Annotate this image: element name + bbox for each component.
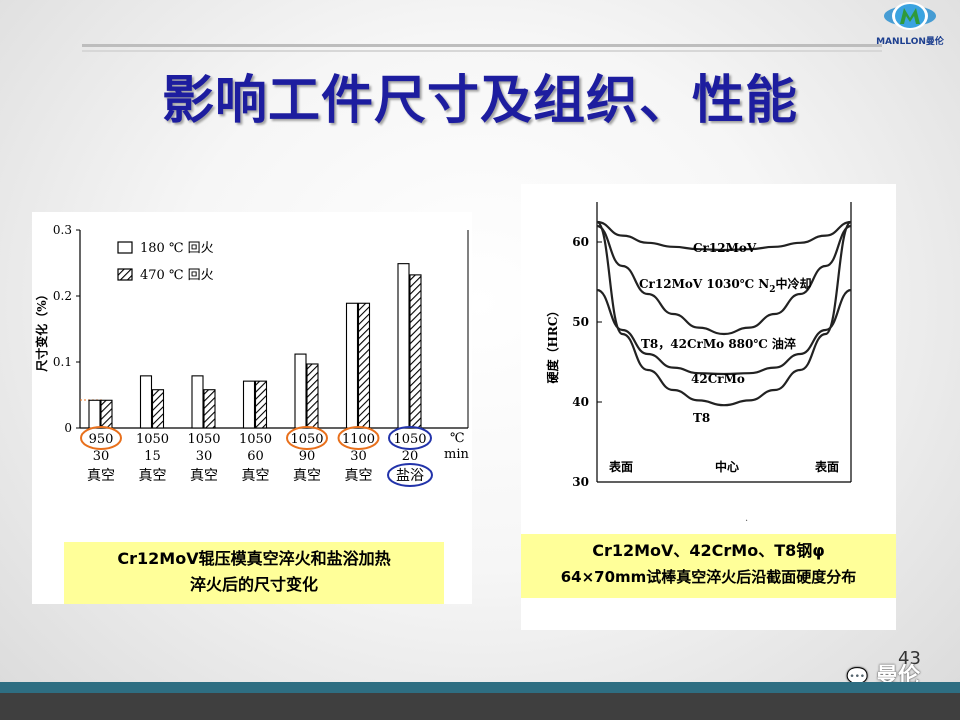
bar-470-6: [409, 274, 422, 429]
label-cr12mov-n2-sub: 2: [769, 285, 775, 295]
bar-180-3: [242, 380, 256, 429]
page-number: 43: [898, 648, 921, 669]
legend-swatch-180: [117, 241, 133, 254]
highlight-circle-blue: [388, 426, 432, 450]
x-label-temp: 1050: [393, 432, 426, 447]
highlight-circle-orange: [286, 426, 328, 450]
label-t8: T8: [693, 411, 710, 425]
bar-470-4: [306, 363, 319, 429]
bar-470-5: [357, 302, 371, 429]
x-label-medium: 真空: [293, 468, 321, 484]
y-tick-label: 0: [64, 421, 72, 435]
y-tick-label: 0.1: [53, 355, 72, 369]
bar-470-3: [254, 380, 268, 429]
curve-series-0: [596, 220, 852, 252]
x-label-time: 90: [299, 449, 316, 464]
right-caption-line2: 64×70mm试棒真空淬火后沿截面硬度分布: [560, 568, 857, 586]
curve-series-3: [596, 220, 852, 407]
x-label-temp: 950: [89, 432, 114, 447]
x-label-temp: 1050: [136, 432, 169, 447]
bar-180-0: [88, 399, 101, 429]
label-cr12mov-n2-tail: 中冷却: [776, 276, 812, 291]
left-caption: Cr12MoV辊压模真空淬火和盐浴加热 淬火后的尺寸变化: [64, 542, 444, 604]
x-label-time: 30: [350, 449, 367, 464]
header-rule-secondary: [82, 50, 882, 52]
stray-mark: ·: [745, 516, 748, 527]
left-caption-line2: 淬火后的尺寸变化: [189, 575, 318, 594]
bar-180-4: [294, 353, 307, 429]
bar-470-0: [100, 399, 113, 429]
x-label-time: 30: [93, 449, 110, 464]
label-cr12mov-n2-main: Cr12MoV 1030℃ N: [639, 277, 769, 291]
curve-series-2: [596, 288, 852, 376]
label-t8-42crmo: T8，42CrMo 880℃ 油淬: [641, 336, 796, 351]
x-label-medium: 真空: [242, 468, 270, 484]
highlight-circle-orange: [337, 426, 380, 450]
x-label: 表面: [608, 459, 633, 474]
slide-title: 影响工件尺寸及组织、性能: [161, 70, 798, 131]
x-label-temp: 1050: [239, 432, 272, 447]
x-label: 表面: [814, 459, 839, 474]
bar-470-1: [151, 389, 165, 429]
y-tick-label: 30: [572, 475, 589, 489]
curve-series-1: [596, 224, 852, 336]
bar-180-6: [397, 263, 410, 429]
left-caption-line1: Cr12MoV辊压模真空淬火和盐浴加热: [117, 549, 391, 568]
x-label-medium: 真空: [190, 468, 218, 484]
y-axis-label: 硬度（HRC）: [545, 305, 560, 384]
highlight-circle-orange: [80, 426, 122, 450]
x-label-time: 60: [247, 449, 264, 464]
y-tick-label: 50: [572, 315, 589, 329]
right-figure-panel: 硬度（HRC） 30 40 50 60 表面 中心 表面 Cr12MoV Cr12MoV …: [521, 184, 896, 630]
y-tick-label: 0.2: [53, 289, 72, 303]
right-caption: Cr12MoV、42CrMo、T8钢φ 64×70mm试棒真空淬火后沿截面硬度分…: [521, 534, 896, 598]
y-tick-label: 0.3: [53, 223, 72, 237]
legend-label-180: 180 ℃ 回火: [140, 241, 214, 256]
y-tick-label: 40: [572, 395, 589, 409]
unit-time-label: min: [444, 447, 469, 462]
x-label-time: 20: [402, 449, 419, 464]
unit-temp-label: ℃: [450, 431, 465, 446]
hardness-distribution-chart: 硬度（HRC） 30 40 50 60 表面 中心 表面 Cr12MoV Cr12MoV …: [545, 202, 852, 527]
header-rule: [82, 44, 882, 47]
manllon-logo: MANLLON曼伦: [876, 2, 945, 47]
x-label-medium: 真空: [87, 468, 115, 484]
legend-label-470: 470 ℃ 回火: [140, 268, 214, 283]
bar-470-2: [203, 389, 216, 429]
x-label: 中心: [715, 459, 739, 474]
label-cr12mov-n2: Cr12MoV 1030℃ N2中冷却: [639, 276, 812, 295]
x-label-time: 15: [144, 449, 161, 464]
y-axis-label: 尺寸变化（%）: [34, 288, 49, 371]
left-figure-panel: 尺寸变化（%） 0 0.1 0.2 0.3 180 ℃ 回火 470 ℃ 回火 950…: [32, 212, 472, 604]
right-caption-line1: Cr12MoV、42CrMo、T8钢φ: [592, 541, 825, 560]
x-label-medium: 盐浴: [396, 468, 424, 484]
x-label-temp: 1100: [342, 432, 375, 447]
logo-text: MANLLON曼伦: [876, 35, 945, 47]
x-label-medium: 真空: [345, 468, 373, 484]
bar-180-5: [345, 302, 359, 429]
footer-bar: [0, 682, 960, 720]
x-label-time: 30: [196, 449, 213, 464]
x-label-temp: 1050: [187, 432, 220, 447]
label-42crmo: 42CrMo: [691, 372, 745, 386]
y-tick-label: 60: [572, 235, 589, 249]
x-label-temp: 1050: [290, 432, 323, 447]
bar-180-2: [191, 375, 204, 429]
size-change-bar-chart: 尺寸变化（%） 0 0.1 0.2 0.3 180 ℃ 回火 470 ℃ 回火 950…: [34, 223, 469, 487]
highlight-circle-blue: [387, 463, 433, 487]
label-cr12mov: Cr12MoV: [693, 241, 757, 255]
legend-swatch-470: [117, 268, 133, 281]
x-label-medium: 真空: [139, 468, 167, 484]
bar-180-1: [139, 375, 153, 429]
